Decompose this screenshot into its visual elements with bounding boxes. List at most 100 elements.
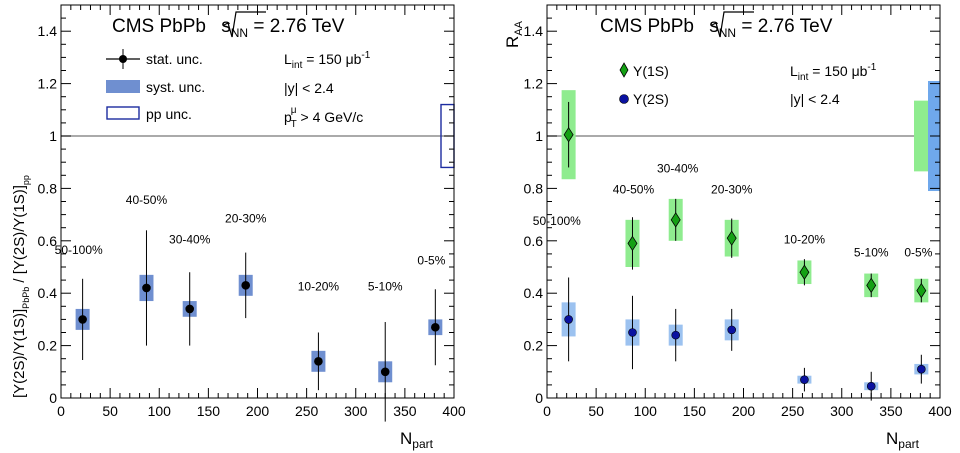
ratio-panel: 50-100% 40-50% 30-40% 20-30% 10-20% 5-10% 0-5%… xyxy=(11,4,466,451)
rapidity-label: |y| < 2.4 xyxy=(284,80,334,96)
data-point xyxy=(800,375,809,384)
legend-2s-marker xyxy=(619,94,629,104)
y-tick-label: 0.2 xyxy=(524,338,544,354)
legend-syst-marker xyxy=(106,80,140,93)
lumi-label: Lint = 150 μb-1 xyxy=(790,62,877,83)
data-point xyxy=(866,381,876,391)
x-tick-label: 300 xyxy=(344,403,368,419)
data-point xyxy=(670,212,681,228)
y-tick-label: 0 xyxy=(49,390,57,406)
x-tick-label: 200 xyxy=(732,403,756,419)
data-point xyxy=(78,315,87,324)
x-tick-label: 250 xyxy=(295,403,319,419)
legend-stat-label: stat. unc. xyxy=(146,51,203,67)
x-tick-label: 150 xyxy=(683,403,707,419)
data-point xyxy=(726,230,737,246)
centrality-label: 30-40% xyxy=(169,232,211,246)
centrality-label: 50-100% xyxy=(55,243,103,257)
x-tick-label: 400 xyxy=(928,403,952,419)
data-point xyxy=(799,264,810,280)
centrality-label: 0-5% xyxy=(417,253,445,267)
y-tick-label: 1 xyxy=(535,128,543,144)
x-tick-label: 100 xyxy=(634,403,658,419)
y-tick-label: 0.8 xyxy=(38,180,58,196)
data-point xyxy=(627,235,638,252)
centrality-label: 20-30% xyxy=(225,211,267,225)
legend-pp-label: pp unc. xyxy=(146,106,192,122)
sqrt-sign xyxy=(223,11,266,38)
data-point xyxy=(380,367,390,377)
global-uncertainty-box xyxy=(914,100,928,172)
x-tick-label: 0 xyxy=(543,403,551,419)
legend-pp-marker xyxy=(106,106,140,120)
plot-frame xyxy=(546,4,941,399)
data-point xyxy=(142,283,151,293)
y-tick-label: 0.6 xyxy=(524,233,544,249)
data-point xyxy=(727,325,737,335)
centrality-label: 5-10% xyxy=(854,246,889,260)
data-point xyxy=(671,330,681,340)
centrality-label: 10-20% xyxy=(784,232,826,246)
legend-stat-marker xyxy=(106,49,140,69)
data-point xyxy=(866,277,877,294)
x-tick-label: 400 xyxy=(442,403,466,419)
x-axis-title: Npart xyxy=(400,429,434,451)
centrality-label: 30-40% xyxy=(657,162,699,176)
legend-1s-marker xyxy=(619,62,629,78)
y-tick-label: 1.2 xyxy=(524,76,544,92)
y-axis-title: [Υ(2S)/Υ(1S)]PbPb / [Υ(2S)/Υ(1S)]pp xyxy=(11,175,31,398)
chart-title: CMS PbPb sNN = 2.76 TeV xyxy=(112,16,345,40)
data-point xyxy=(241,281,251,290)
data-point xyxy=(185,304,195,314)
x-tick-label: 200 xyxy=(246,403,270,419)
y-tick-label: 1.4 xyxy=(524,23,544,39)
y-tick-label: 0.2 xyxy=(38,338,58,354)
data-point xyxy=(314,357,323,366)
y-tick-label: 1.2 xyxy=(38,76,58,92)
data-point xyxy=(917,364,926,374)
x-tick-label: 350 xyxy=(393,403,417,419)
x-tick-label: 50 xyxy=(588,403,604,419)
legend-syst-label: syst. unc. xyxy=(146,79,205,95)
x-tick-label: 300 xyxy=(830,403,854,419)
data-point xyxy=(916,282,927,299)
y-tick-label: 0.8 xyxy=(524,180,544,196)
rapidity-label: |y| < 2.4 xyxy=(790,91,840,107)
y-axis-title: RAA xyxy=(503,20,525,48)
y-tick-label: 0.4 xyxy=(524,285,544,301)
legend-1s-label: Υ(1S) xyxy=(633,63,669,79)
x-tick-label: 150 xyxy=(197,403,221,419)
x-tick-label: 100 xyxy=(148,403,172,419)
centrality-label: 0-5% xyxy=(904,246,932,260)
legend: stat. unc. syst. unc. pp unc. xyxy=(106,49,205,122)
centrality-label: 40-50% xyxy=(613,183,655,197)
centrality-label: 40-50% xyxy=(126,193,168,207)
centrality-label: 50-100% xyxy=(533,214,581,228)
plot-frame xyxy=(60,4,455,399)
pt-cut-label: pμ T > 4 GeV/c xyxy=(284,105,363,130)
legend: Υ(1S) Υ(2S) xyxy=(619,62,669,107)
y-tick-label: 1 xyxy=(49,128,57,144)
y-tick-label: 1.4 xyxy=(38,23,58,39)
data-point xyxy=(628,328,637,337)
data-point xyxy=(563,126,574,143)
x-tick-label: 0 xyxy=(57,403,65,419)
x-tick-label: 50 xyxy=(102,403,118,419)
centrality-label: 20-30% xyxy=(711,183,753,197)
sqrt-sign xyxy=(711,11,754,38)
chart-title: CMS PbPb sNN = 2.76 TeV xyxy=(600,16,833,40)
y-tick-label: 0.4 xyxy=(38,285,58,301)
y-tick-label: 0.6 xyxy=(38,233,58,249)
x-tick-label: 250 xyxy=(781,403,805,419)
lumi-label: Lint = 150 μb-1 xyxy=(284,50,371,71)
centrality-label: 5-10% xyxy=(368,280,403,294)
legend-2s-label: Υ(2S) xyxy=(633,91,669,107)
centrality-label: 10-20% xyxy=(298,280,340,294)
x-axis-title: Npart xyxy=(886,429,920,451)
y-tick-label: 0 xyxy=(535,390,543,406)
raa-panel: 50-100% 40-50%30-40% 20-30% 10-20% 5-10% 0-5%… xyxy=(503,4,952,451)
x-tick-label: 350 xyxy=(879,403,903,419)
data-point xyxy=(431,322,440,332)
data-point xyxy=(564,315,573,324)
